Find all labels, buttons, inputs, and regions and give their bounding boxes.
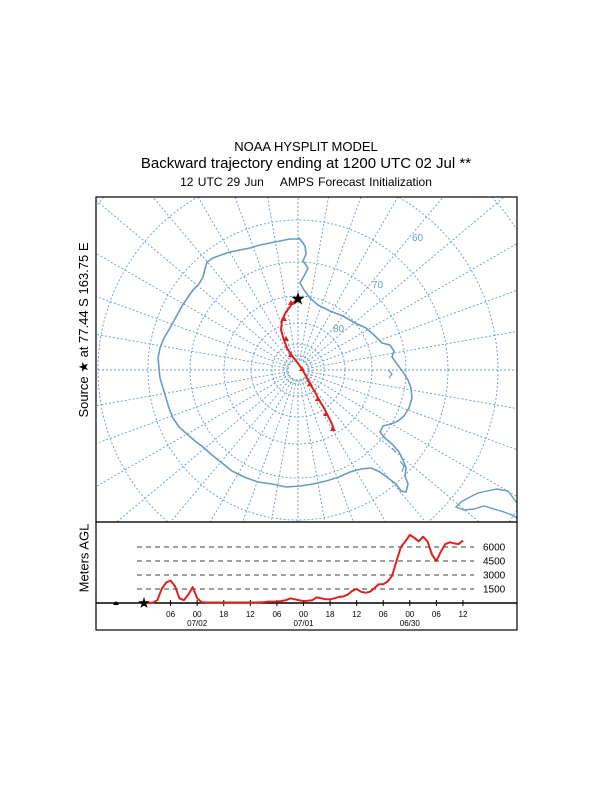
- latitude-labels: 60 70 80: [333, 233, 424, 335]
- meridian-line: [307, 372, 517, 451]
- meridian-line: [242, 379, 296, 522]
- x-tick-label: 06: [166, 610, 175, 619]
- chart-subtitle: Backward trajectory ending at 1200 UTC 0…: [140, 155, 472, 172]
- trajectory-marker: [283, 336, 289, 341]
- x-tick-label: 12: [246, 610, 255, 619]
- meridian-line: [305, 197, 505, 364]
- x-tick-label: 18: [326, 610, 335, 619]
- map-frame: [95, 196, 518, 523]
- antarctic-peninsula-coast: [454, 488, 517, 519]
- east-antarctic-islands: [297, 236, 405, 473]
- meridian-line: [96, 199, 291, 364]
- height-start-star-icon: [138, 597, 150, 608]
- meridian-line: [306, 374, 517, 497]
- latitude-circle: [147, 219, 449, 521]
- date-label: 07/02: [187, 619, 208, 628]
- meridian-line: [302, 378, 387, 522]
- meridian-line: [305, 376, 480, 522]
- chart-title: NOAA HYSPLIT MODEL: [234, 139, 378, 154]
- meridian-line: [307, 371, 517, 410]
- lat-label-80: 80: [333, 324, 345, 335]
- x-tick-label: 06: [272, 610, 281, 619]
- x-tick-label: 12: [459, 610, 468, 619]
- height-frame: [95, 521, 518, 631]
- meridian-line: [96, 252, 290, 366]
- initialization-line: 12 UTC 29 Jun AMPS Forecast Initializatio…: [0, 175, 612, 189]
- meridian-line: [300, 197, 362, 361]
- y-tick-labels: 1500 3000 4500 6000: [483, 543, 506, 596]
- meridian-line: [169, 377, 292, 522]
- meridian-line: [299, 379, 326, 522]
- meridian-line: [300, 379, 354, 522]
- x-tick-labels: 06 00 18 12 06 00 18 12 06 00 06 12: [166, 610, 468, 619]
- meridian-line: [234, 197, 296, 361]
- height-reference-lines: [137, 546, 474, 590]
- trajectory-marker: [288, 352, 294, 357]
- x-tick-label: 00: [405, 610, 414, 619]
- x-tick-label: 12: [352, 610, 361, 619]
- meridian-line: [197, 197, 294, 362]
- y-tick-label: 6000: [483, 543, 506, 554]
- meridian-line: [96, 295, 289, 368]
- meridian-line: [270, 379, 297, 522]
- trajectory-marker: [323, 411, 329, 416]
- y-tick-label: 1500: [483, 585, 506, 596]
- y-tick-label: 4500: [483, 557, 506, 568]
- x-tick-label: 06: [379, 610, 388, 619]
- trajectory-marker: [281, 316, 287, 321]
- date-label: 07/01: [293, 619, 314, 628]
- meridian-line: [267, 197, 297, 361]
- trajectory-marker: [315, 396, 321, 401]
- date-label: 06/30: [400, 619, 421, 628]
- latitude-circle: [250, 322, 346, 418]
- trajectory-marker: [330, 426, 336, 431]
- date-labels: 07/02 07/01 06/30: [187, 619, 420, 628]
- x-tick-label: 06: [432, 610, 441, 619]
- trajectory-marker: [288, 300, 294, 305]
- lat-label-60: 60: [412, 233, 424, 244]
- meridian-line: [96, 333, 289, 369]
- meridian-line: [96, 371, 289, 407]
- lat-label-70: 70: [372, 280, 384, 291]
- x-tick-label: 00: [299, 610, 308, 619]
- meridian-line: [307, 330, 517, 369]
- meridian-line: [306, 243, 517, 366]
- meridian-line: [116, 376, 291, 522]
- meridian-line: [304, 377, 427, 522]
- source-star-icon: [291, 292, 305, 305]
- x-tick-label: 00: [193, 610, 202, 619]
- meridian-line: [152, 197, 292, 363]
- height-series-line: [144, 533, 464, 604]
- antarctica-coastline: [157, 238, 413, 493]
- axis-start-marker: [113, 601, 119, 605]
- trajectory-marker: [299, 366, 305, 371]
- meridian-line: [304, 197, 444, 363]
- meridian-line: [96, 372, 289, 445]
- meridian-line: [96, 374, 290, 488]
- x-tick-label: 18: [219, 610, 228, 619]
- y-tick-label: 3000: [483, 571, 506, 582]
- meridian-line: [302, 197, 399, 362]
- meridian-line: [307, 289, 517, 368]
- trajectory-markers: [281, 300, 336, 431]
- height-panel: 1500 3000 4500 6000 06 00 18 12 06 00 18 12 06 00 06 1…: [95, 521, 518, 631]
- trajectory-marker: [307, 381, 313, 386]
- init-source: AMPS Forecast Initialization: [279, 175, 432, 189]
- meridian-line: [209, 378, 294, 522]
- init-time: 12 UTC 29 Jun: [180, 175, 264, 189]
- meridian-line: [299, 197, 329, 361]
